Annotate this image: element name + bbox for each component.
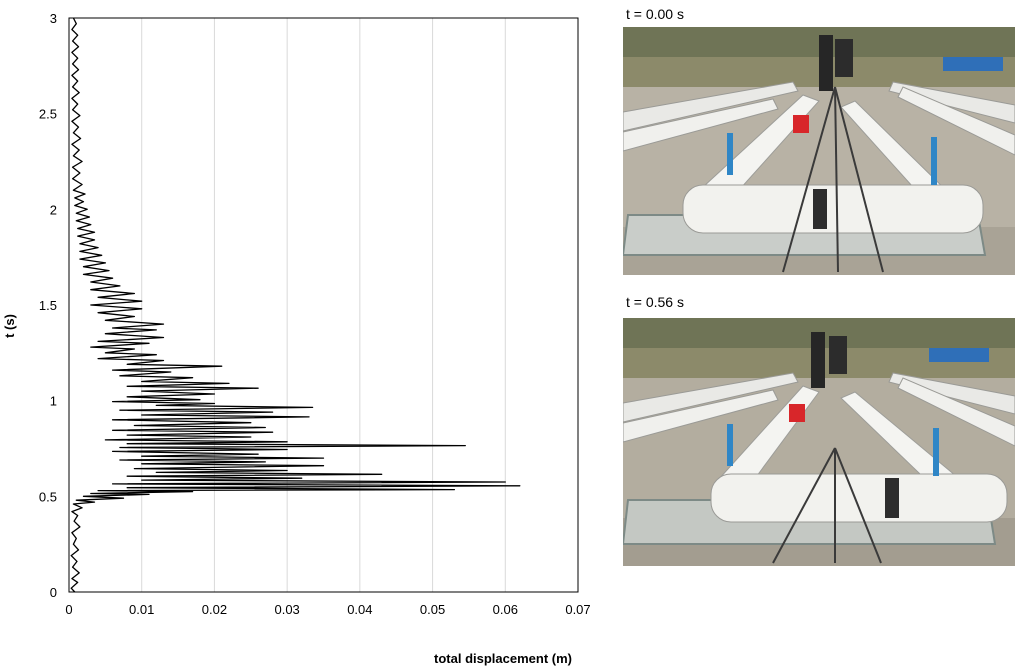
tick-labels: 0 0.01 0.02 0.03 0.04 0.05 0.06 0.07 0 0.5 1 1.5 2 2.… [39, 11, 591, 617]
photo-caption-bottom: t = 0.56 s [626, 294, 684, 310]
x-tick-label: 0.01 [129, 602, 154, 617]
plot-frame [68, 17, 579, 593]
y-tick-label: 1 [50, 394, 57, 409]
gridlines [141, 18, 506, 592]
x-tick-label: 0.06 [493, 602, 518, 617]
displacement-time-chart: 0 0.01 0.02 0.03 0.04 0.05 0.06 0.07 0 0.5 1 1.5 2 2.… [2, 11, 591, 666]
y-tick-label: 2.5 [39, 107, 57, 122]
photo-top [623, 27, 1015, 275]
x-tick-label: 0.03 [274, 602, 299, 617]
x-tick-label: 0.04 [347, 602, 372, 617]
y-tick-label: 0 [50, 585, 57, 600]
pipe-rig-photo-top [623, 27, 1015, 275]
series-line-displacement [70, 17, 521, 593]
x-tick-label: 0.02 [202, 602, 227, 617]
y-tick-label: 2 [50, 202, 57, 217]
photo-caption-top: t = 0.00 s [626, 6, 684, 22]
x-axis-title: total displacement (m) [434, 651, 572, 666]
x-tick-label: 0.07 [565, 602, 590, 617]
x-tick-label: 0.05 [420, 602, 445, 617]
y-tick-label: 3 [50, 11, 57, 26]
x-tick-label: 0 [65, 602, 72, 617]
y-tick-label: 1.5 [39, 298, 57, 313]
y-axis-title: t (s) [2, 314, 17, 338]
photo-bottom [623, 318, 1015, 566]
pipe-rig-photo-bottom [623, 318, 1015, 566]
y-tick-label: 0.5 [39, 489, 57, 504]
